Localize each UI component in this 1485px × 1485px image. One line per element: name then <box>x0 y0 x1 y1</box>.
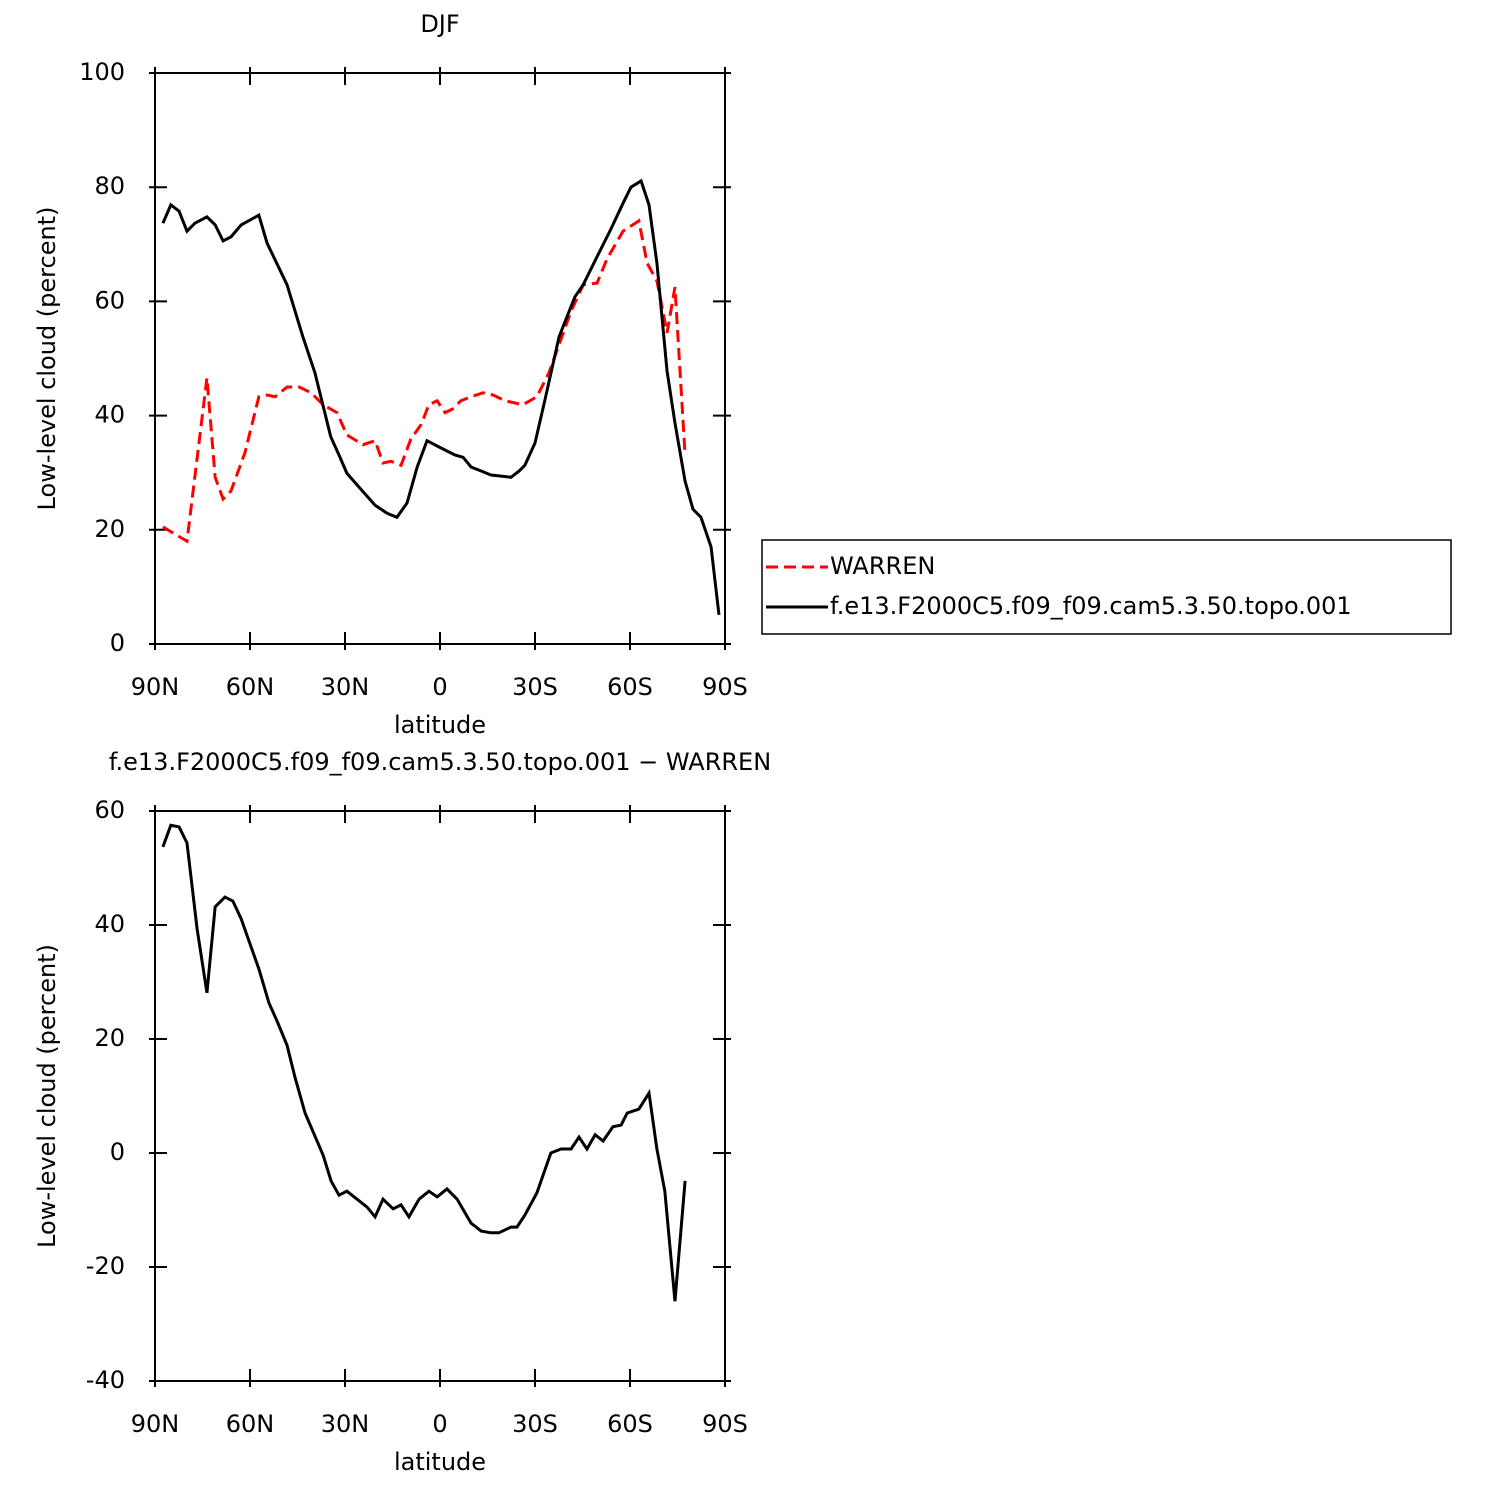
y-tick-label: 60 <box>94 796 125 824</box>
legend-label: f.e13.F2000C5.f09_f09.cam5.3.50.topo.001 <box>830 592 1352 620</box>
y-tick-label: 20 <box>94 1024 125 1052</box>
x-tick-label: 0 <box>432 1410 447 1438</box>
y-tick-label: 60 <box>94 286 125 314</box>
x-tick-label: 60N <box>226 1410 275 1438</box>
x-tick-label: 90S <box>702 673 748 701</box>
x-tick-label: 0 <box>432 673 447 701</box>
x-tick-label: 30N <box>321 673 370 701</box>
y-tick-label: -20 <box>86 1252 125 1280</box>
y-tick-label: 20 <box>94 515 125 543</box>
x-tick-label: 60S <box>607 1410 653 1438</box>
x-tick-label: 90N <box>131 1410 180 1438</box>
chart-title: f.e13.F2000C5.f09_f09.cam5.3.50.topo.001… <box>109 748 771 776</box>
data-line <box>161 178 721 616</box>
y-tick-label: 80 <box>94 172 125 200</box>
y-tick-label: 100 <box>79 58 125 86</box>
x-axis-label: latitude <box>394 1448 486 1476</box>
data-line <box>162 218 687 544</box>
y-tick-label: 40 <box>94 910 125 938</box>
plot-frame <box>154 72 726 645</box>
legend-box <box>761 539 1452 635</box>
x-tick-label: 30N <box>321 1410 370 1438</box>
x-axis-label: latitude <box>394 711 486 739</box>
x-tick-label: 60S <box>607 673 653 701</box>
x-tick-label: 90S <box>702 1410 748 1438</box>
y-tick-label: -40 <box>86 1366 125 1394</box>
y-axis-label: Low-level cloud (percent) <box>33 944 61 1248</box>
x-tick-label: 30S <box>512 673 558 701</box>
data-line <box>161 823 687 1302</box>
chart-title: DJF <box>420 10 459 38</box>
y-tick-label: 40 <box>94 401 125 429</box>
y-tick-label: 0 <box>110 629 125 657</box>
x-tick-label: 90N <box>131 673 180 701</box>
y-axis-label: Low-level cloud (percent) <box>33 207 61 511</box>
x-tick-label: 60N <box>226 673 275 701</box>
x-tick-label: 30S <box>512 1410 558 1438</box>
legend-label: WARREN <box>830 552 935 580</box>
y-tick-label: 0 <box>110 1138 125 1166</box>
plot-frame <box>154 810 726 1382</box>
